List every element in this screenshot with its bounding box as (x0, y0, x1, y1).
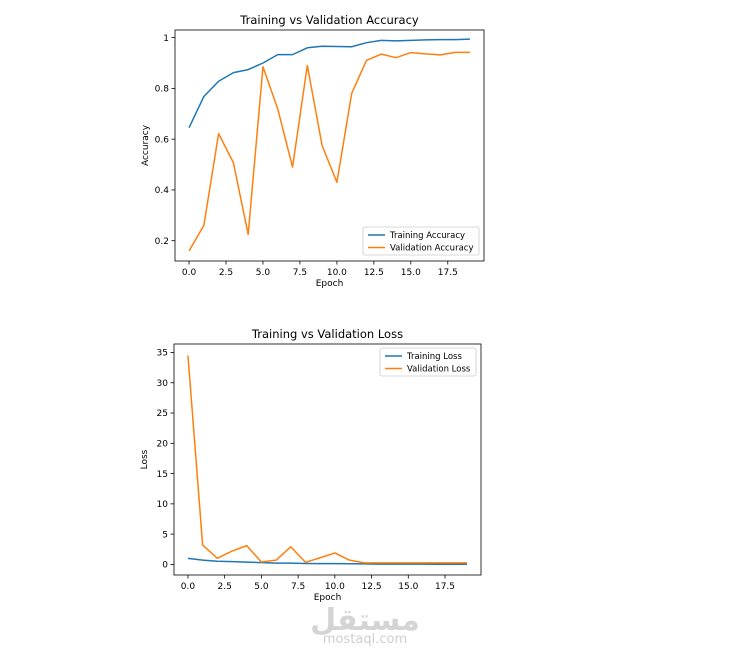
loss-x-tick-label: 10.0 (325, 582, 345, 592)
loss-legend-label: Training Loss (406, 352, 462, 362)
accuracy-x-tick-label: 0.0 (182, 268, 197, 278)
loss-legend-label: Validation Loss (407, 365, 471, 375)
accuracy-y-tick-label: 0.4 (155, 186, 170, 196)
loss-y-tick-label: 20 (157, 440, 169, 450)
validation-loss-line (187, 355, 468, 564)
loss-x-tick-label: 12.5 (362, 582, 382, 592)
watermark-url: mostaql.com (323, 632, 407, 647)
watermark-logo-text: مستقل (310, 603, 420, 638)
accuracy-x-tick-label: 10.0 (327, 268, 347, 278)
watermark: مستقل mostaql.com (310, 603, 420, 647)
accuracy-x-axis-label: Epoch (316, 279, 344, 289)
loss-y-axis-label: Loss (140, 449, 150, 469)
loss-x-tick-label: 0.0 (181, 582, 196, 592)
accuracy-x-tick-label: 17.5 (438, 268, 458, 278)
loss-axes-frame (173, 343, 482, 576)
loss-chart-title: Training vs Validation Loss (251, 327, 403, 341)
accuracy-legend-label: Training Accuracy (389, 231, 465, 241)
accuracy-x-tick-label: 2.5 (219, 268, 233, 278)
accuracy-y-tick-label: 0.2 (155, 237, 169, 247)
loss-y-tick-label: 0 (162, 561, 168, 571)
validation-accuracy-line (188, 51, 470, 252)
loss-x-tick-label: 17.5 (435, 582, 455, 592)
accuracy-y-tick-label: 1 (163, 34, 169, 44)
loss-x-tick-label: 15.0 (398, 582, 418, 592)
accuracy-x-tick-label: 15.0 (401, 268, 421, 278)
loss-y-tick-label: 35 (157, 349, 168, 359)
loss-y-tick-label: 10 (157, 500, 169, 510)
loss-x-tick-label: 7.5 (291, 582, 305, 592)
loss-y-tick-label: 15 (157, 470, 168, 480)
accuracy-y-tick-label: 0.6 (155, 135, 170, 145)
loss-y-tick-label: 5 (162, 530, 168, 540)
loss-y-tick-label: 30 (157, 379, 169, 389)
accuracy-y-tick-label: 0.8 (155, 85, 170, 95)
loss-legend-box (379, 347, 477, 377)
accuracy-y-axis-label: Accuracy (141, 124, 151, 166)
accuracy-axes-frame (174, 29, 485, 262)
accuracy-legend-box (362, 226, 480, 256)
accuracy-x-tick-label: 7.5 (293, 268, 307, 278)
accuracy-legend-label: Validation Accuracy (390, 244, 473, 254)
training-accuracy-line (188, 38, 470, 129)
accuracy-x-tick-label: 12.5 (364, 268, 384, 278)
loss-x-tick-label: 2.5 (218, 582, 232, 592)
loss-y-tick-label: 25 (157, 409, 168, 419)
loss-x-tick-label: 5.0 (254, 582, 269, 592)
training-loss-line (187, 557, 468, 565)
loss-chart: Training vs Validation Loss 0.0 2.5 5.0 7.5 1… (140, 327, 482, 603)
accuracy-chart-title: Training vs Validation Accuracy (239, 13, 419, 27)
accuracy-chart: Training vs Validation Accuracy 0.0 2.5 5.0… (141, 13, 485, 289)
accuracy-x-tick-label: 5.0 (256, 268, 271, 278)
loss-x-axis-label: Epoch (314, 593, 342, 603)
